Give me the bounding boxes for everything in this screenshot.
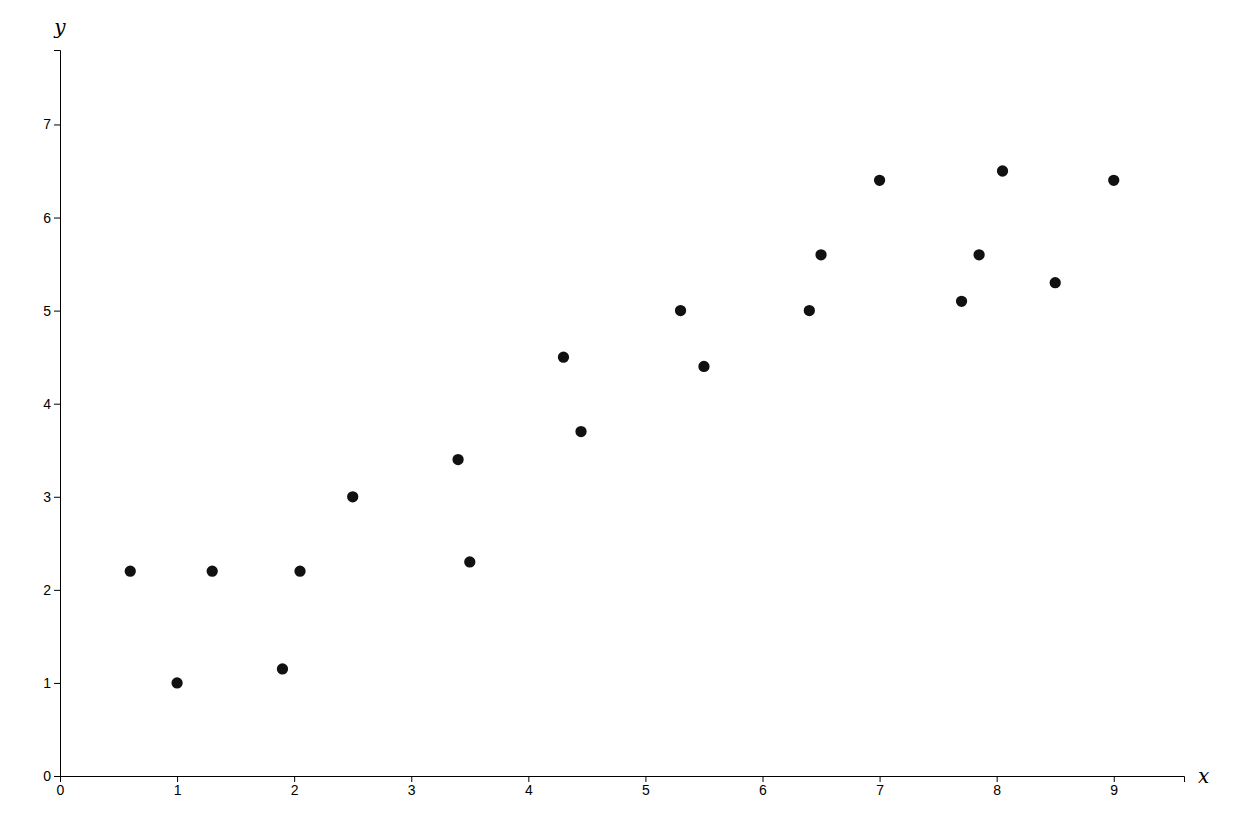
tick-label: 6 [43, 210, 51, 226]
point [997, 165, 1008, 176]
tick-mark [54, 776, 60, 777]
tick-mark [54, 218, 60, 219]
point [558, 352, 569, 363]
tick-label: 3 [43, 489, 51, 505]
tick-label: 3 [408, 782, 416, 798]
tick-label: 7 [43, 116, 51, 132]
tick-mark [54, 683, 60, 684]
plot-area: 0 1 2 3 4 5 6 7 8 9 0 1 2 3 4 5 6 7 [43, 51, 1184, 798]
tick: 3 [43, 489, 60, 505]
tick-label: 0 [43, 768, 51, 784]
tick: 2 [43, 582, 60, 598]
tick-label: 1 [174, 782, 182, 798]
point [1050, 277, 1061, 288]
tick: 3 [408, 776, 416, 798]
tick-label: 6 [759, 782, 767, 798]
y-axis: 0 1 2 3 4 5 6 7 [43, 51, 60, 784]
point [207, 566, 218, 577]
point [675, 305, 686, 316]
point [452, 454, 463, 465]
tick: 7 [876, 776, 884, 798]
tick: 1 [174, 776, 182, 798]
tick: 6 [43, 210, 60, 226]
tick: 8 [993, 776, 1001, 798]
point [125, 566, 136, 577]
y-axis-title: y [53, 15, 66, 39]
tick: 4 [525, 776, 533, 798]
point [956, 296, 967, 307]
tick: 5 [43, 303, 60, 319]
tick: 5 [642, 776, 650, 798]
point [294, 566, 305, 577]
tick: 9 [1110, 776, 1118, 798]
chart: 0 1 2 3 4 5 6 7 8 9 0 1 2 3 4 5 6 7 x y [0, 0, 1244, 826]
tick-mark [54, 497, 60, 498]
point [973, 249, 984, 260]
tick-mark [54, 124, 60, 125]
point [464, 556, 475, 567]
x-axis-title: x [1198, 764, 1209, 788]
point [804, 305, 815, 316]
tick: 0 [57, 776, 65, 798]
point [1108, 175, 1119, 186]
point [575, 426, 586, 437]
points [125, 165, 1120, 688]
tick-label: 1 [43, 675, 51, 691]
tick-mark [54, 590, 60, 591]
tick-label: 2 [291, 782, 299, 798]
tick-label: 9 [1110, 782, 1118, 798]
point [171, 677, 182, 688]
point [347, 491, 358, 502]
tick: 7 [43, 116, 60, 132]
tick-label: 0 [57, 782, 65, 798]
point [698, 361, 709, 372]
axis-line [61, 777, 1185, 783]
tick: 2 [291, 776, 299, 798]
tick-label: 8 [993, 782, 1001, 798]
tick: 0 [43, 768, 60, 784]
tick: 6 [759, 776, 767, 798]
point [874, 175, 885, 186]
tick-label: 7 [876, 782, 884, 798]
tick-mark [54, 311, 60, 312]
tick-label: 4 [525, 782, 533, 798]
tick-mark [54, 404, 60, 405]
x-axis: 0 1 2 3 4 5 6 7 8 9 [57, 776, 1185, 798]
axis-line [54, 51, 61, 777]
tick-label: 5 [43, 303, 51, 319]
tick-label: 2 [43, 582, 51, 598]
tick: 4 [43, 396, 60, 412]
point [815, 249, 826, 260]
tick-label: 5 [642, 782, 650, 798]
tick-label: 4 [43, 396, 51, 412]
point [277, 663, 288, 674]
tick: 1 [43, 675, 60, 691]
